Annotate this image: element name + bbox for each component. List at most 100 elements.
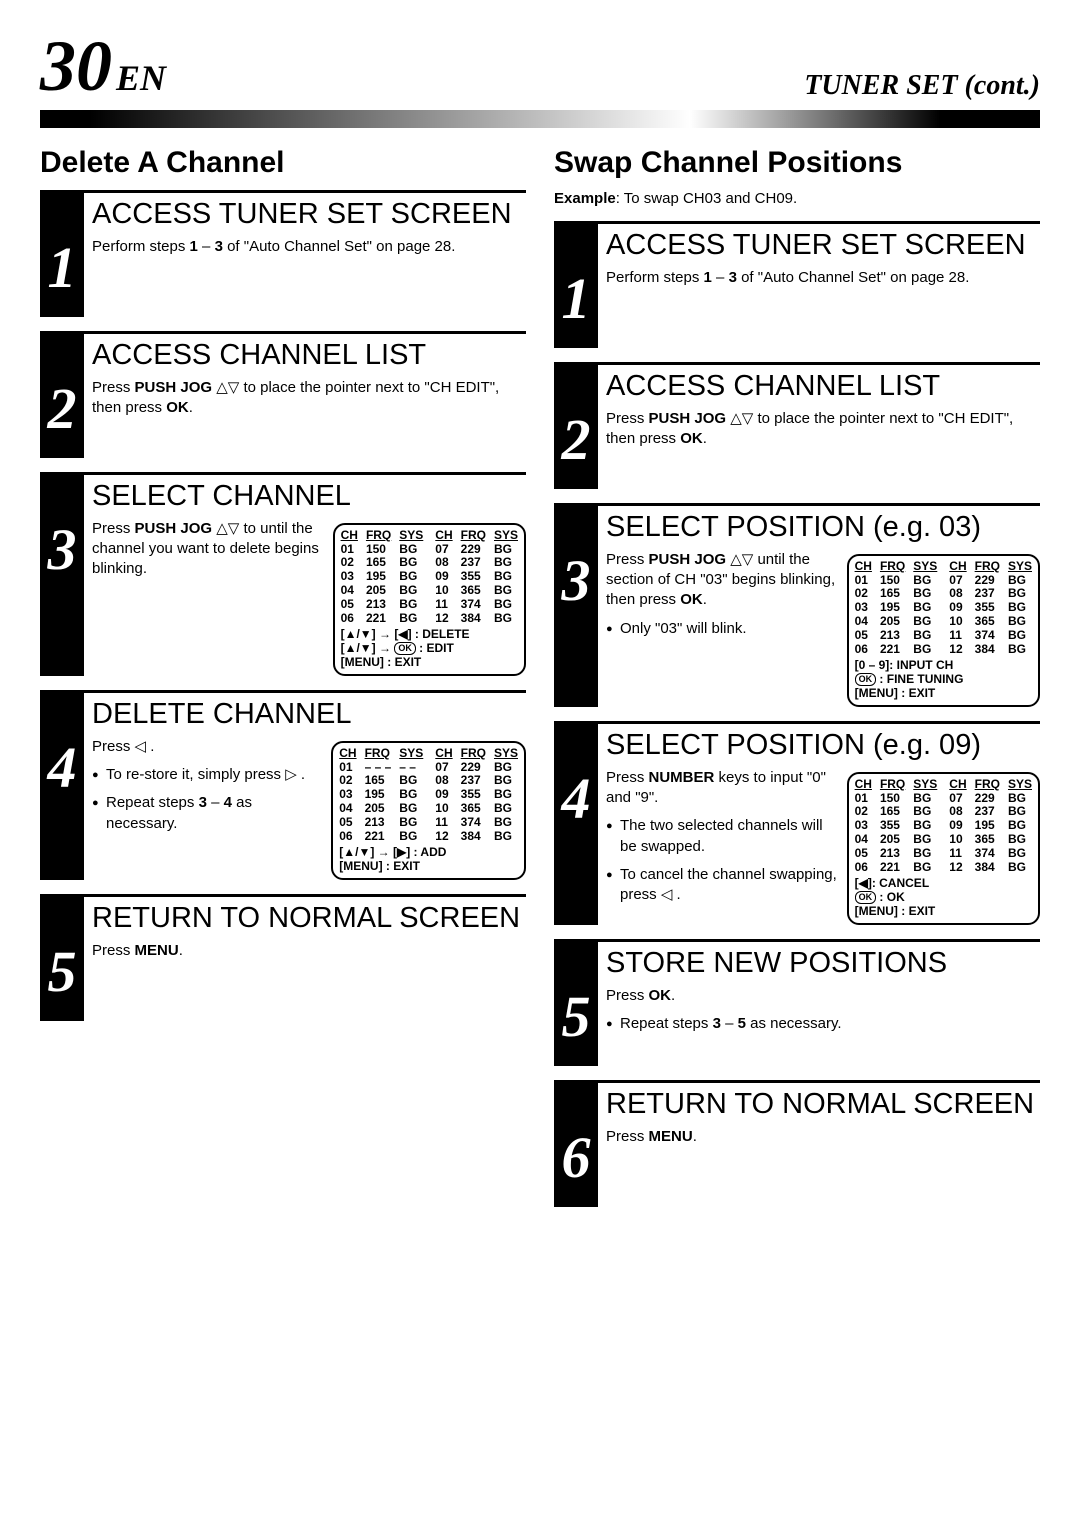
step-body: Press MENU. bbox=[92, 941, 526, 961]
osd-cell: 09 bbox=[949, 601, 966, 615]
osd-cell: 08 bbox=[949, 587, 966, 601]
osd-cell: BG bbox=[399, 556, 423, 570]
osd-cell: 365 bbox=[461, 584, 486, 598]
step: 1ACCESS TUNER SET SCREENPerform steps 1 … bbox=[554, 221, 1040, 348]
osd-cell: FRQ bbox=[461, 747, 486, 761]
osd-cell: 05 bbox=[855, 629, 872, 643]
osd-cell: 384 bbox=[975, 643, 1000, 657]
osd-cell: 07 bbox=[949, 792, 966, 806]
osd-cell: 08 bbox=[435, 556, 452, 570]
step-note: The two selected channels will be swappe… bbox=[606, 816, 839, 857]
osd-cell: 205 bbox=[366, 584, 391, 598]
step-body: Press ◁ .To re-store it, simply press ▷ … bbox=[92, 737, 526, 880]
osd-cell: 01 bbox=[855, 574, 872, 588]
osd-cell: 10 bbox=[435, 584, 452, 598]
right-column: Swap Channel Positions Example: To swap … bbox=[554, 146, 1040, 1221]
osd-cell: 374 bbox=[461, 816, 486, 830]
osd-cell: BG bbox=[1008, 847, 1032, 861]
osd-cell: 07 bbox=[435, 761, 452, 775]
osd-cell: CH bbox=[855, 560, 872, 574]
osd-cell: BG bbox=[913, 819, 937, 833]
osd-cell: 384 bbox=[975, 861, 1000, 875]
osd-cell: 03 bbox=[855, 819, 872, 833]
osd-cell: 221 bbox=[880, 643, 905, 657]
osd-cell: 11 bbox=[949, 629, 966, 643]
osd-cell: SYS bbox=[494, 747, 518, 761]
step-body: Perform steps 1 – 3 of "Auto Channel Set… bbox=[606, 268, 1040, 288]
osd-cell: BG bbox=[1008, 629, 1032, 643]
step-content: RETURN TO NORMAL SCREENPress MENU. bbox=[92, 903, 526, 1021]
step-body: Perform steps 1 – 3 of "Auto Channel Set… bbox=[92, 237, 526, 257]
osd-cell: BG bbox=[399, 802, 423, 816]
osd-cell: 229 bbox=[461, 761, 486, 775]
osd-col-left: CHFRQSYS01150BG02165BG03195BG04205BG0521… bbox=[341, 529, 424, 626]
osd-cell: BG bbox=[399, 598, 423, 612]
osd-cell: 205 bbox=[880, 833, 905, 847]
step: 5STORE NEW POSITIONSPress OK.Repeat step… bbox=[554, 939, 1040, 1066]
osd-cell: BG bbox=[1008, 819, 1032, 833]
osd-cell: FRQ bbox=[880, 778, 905, 792]
page-header: 30EN TUNER SET (cont.) bbox=[40, 30, 1040, 102]
osd-cell: BG bbox=[494, 830, 518, 844]
osd-cell: 06 bbox=[855, 861, 872, 875]
osd-cell: BG bbox=[494, 761, 518, 775]
step-content: SELECT POSITION (e.g. 03)Press PUSH JOG … bbox=[606, 512, 1040, 707]
osd-cell: 05 bbox=[855, 847, 872, 861]
page-lang: EN bbox=[116, 58, 166, 98]
osd-cell: – – bbox=[399, 761, 423, 775]
step-number: 5 bbox=[554, 942, 598, 1066]
osd-cell: 03 bbox=[339, 788, 356, 802]
step: 6RETURN TO NORMAL SCREENPress MENU. bbox=[554, 1080, 1040, 1207]
step-title: ACCESS CHANNEL LIST bbox=[92, 340, 526, 372]
osd-cell: BG bbox=[399, 830, 423, 844]
osd-cell: 01 bbox=[855, 792, 872, 806]
osd-cell: 10 bbox=[949, 615, 966, 629]
page-number: 30 bbox=[40, 26, 112, 106]
step-note: Only "03" will blink. bbox=[606, 619, 839, 639]
osd-cell: 374 bbox=[975, 847, 1000, 861]
osd-cell: 03 bbox=[855, 601, 872, 615]
osd-col-right: CHFRQSYS07229BG08237BG09355BG10365BG1137… bbox=[435, 747, 518, 844]
osd-cell: CH bbox=[339, 747, 356, 761]
osd-cell: BG bbox=[1008, 861, 1032, 875]
osd-cell: 213 bbox=[880, 847, 905, 861]
step: 5RETURN TO NORMAL SCREENPress MENU. bbox=[40, 894, 526, 1021]
left-column: Delete A Channel 1ACCESS TUNER SET SCREE… bbox=[40, 146, 526, 1221]
osd-cell: BG bbox=[399, 612, 423, 626]
osd-cell: 213 bbox=[366, 598, 391, 612]
osd-cell: 08 bbox=[435, 774, 452, 788]
osd-cell: 02 bbox=[341, 556, 358, 570]
step-title: SELECT CHANNEL bbox=[92, 481, 526, 513]
step-text: Press NUMBER keys to input "0" and "9".T… bbox=[606, 768, 839, 925]
osd-cell: 04 bbox=[341, 584, 358, 598]
osd-cell: 365 bbox=[975, 833, 1000, 847]
step-note: Repeat steps 3 – 5 as necessary. bbox=[606, 1014, 1040, 1034]
osd-cell: CH bbox=[435, 529, 452, 543]
osd-panel: CHFRQSYS01– – –– –02165BG03195BG04205BG0… bbox=[331, 741, 526, 880]
osd-cell: BG bbox=[1008, 601, 1032, 615]
two-column-layout: Delete A Channel 1ACCESS TUNER SET SCREE… bbox=[40, 146, 1040, 1221]
step-content: ACCESS CHANNEL LISTPress PUSH JOG △▽ to … bbox=[92, 340, 526, 458]
osd-cell: 205 bbox=[365, 802, 392, 816]
osd-cell: BG bbox=[1008, 792, 1032, 806]
step-title: SELECT POSITION (e.g. 03) bbox=[606, 512, 1040, 544]
step-number: 4 bbox=[554, 724, 598, 925]
osd-cell: BG bbox=[913, 833, 937, 847]
step: 3SELECT CHANNELPress PUSH JOG △▽ to unti… bbox=[40, 472, 526, 676]
osd-cell: 195 bbox=[366, 570, 391, 584]
step-content: RETURN TO NORMAL SCREENPress MENU. bbox=[606, 1089, 1040, 1207]
osd-cell: 365 bbox=[461, 802, 486, 816]
osd-panel: CHFRQSYS01150BG02165BG03195BG04205BG0521… bbox=[847, 554, 1040, 707]
osd-cell: BG bbox=[399, 816, 423, 830]
osd-cell: BG bbox=[1008, 833, 1032, 847]
osd-cell: BG bbox=[913, 601, 937, 615]
osd-cell: BG bbox=[494, 543, 518, 557]
osd-cell: 237 bbox=[975, 587, 1000, 601]
step-content: ACCESS TUNER SET SCREENPerform steps 1 –… bbox=[606, 230, 1040, 348]
steps-container-right: 1ACCESS TUNER SET SCREENPerform steps 1 … bbox=[554, 221, 1040, 1207]
osd-cell: SYS bbox=[1008, 778, 1032, 792]
osd-cell: 11 bbox=[435, 598, 452, 612]
osd-cell: 384 bbox=[461, 830, 486, 844]
osd-cell: 355 bbox=[975, 601, 1000, 615]
osd-cell: 06 bbox=[341, 612, 358, 626]
